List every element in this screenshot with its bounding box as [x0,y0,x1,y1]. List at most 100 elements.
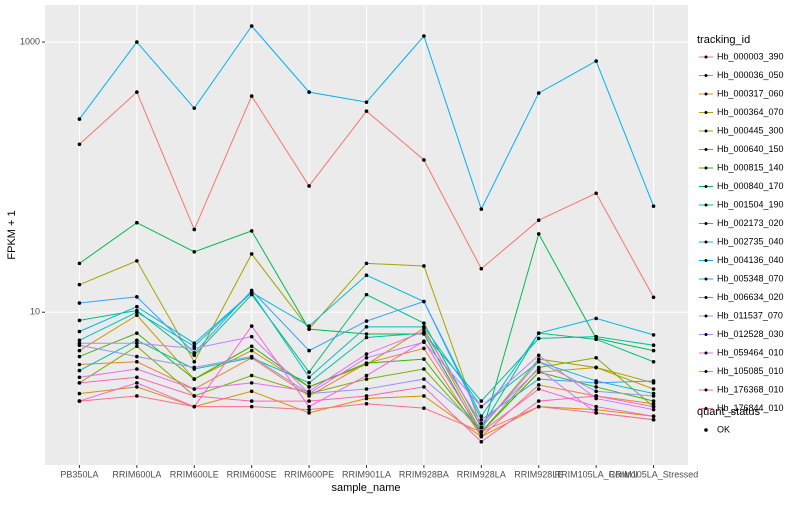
data-point [135,220,139,225]
legend-key-point [704,148,708,151]
data-point [364,373,369,378]
data-point [422,321,426,325]
data-point [135,359,139,364]
data-point [651,404,656,409]
data-point [249,399,254,403]
data-point [594,334,598,339]
data-point [651,407,656,412]
legend-label: Hb_105085_010 [717,366,784,376]
data-point [536,336,541,341]
legend-label: Hb_000317_060 [717,88,784,98]
legend-key-point [704,129,708,133]
legend-key-point [704,333,708,336]
data-point [364,109,369,113]
data-point [422,357,426,361]
data-point [135,354,139,359]
data-point [422,406,426,410]
y-tick-label: 1000 [20,36,40,46]
data-point [135,394,139,398]
legend-label: Hb_002173_020 [717,218,784,228]
data-point [536,404,541,409]
data-point [135,304,139,309]
data-point [364,273,369,277]
data-point [77,362,82,367]
legend-label: Hb_000815_140 [717,162,784,172]
data-point [192,250,197,254]
data-point [651,359,656,364]
data-point [192,106,197,110]
data-point [249,389,254,394]
data-point [249,381,254,385]
data-point [422,158,426,162]
data-point [479,207,484,211]
x-axis-title: sample_name [331,482,400,494]
legend-label: Hb_176844_010 [717,403,784,413]
data-point [192,351,197,355]
x-tick-label: RRIM600LA [112,469,161,479]
data-point [422,339,426,344]
data-point [364,292,369,297]
data-point [135,375,139,380]
data-point [135,381,139,385]
data-point [249,229,254,233]
data-point [364,394,369,398]
data-point [479,417,484,422]
data-point [307,411,311,415]
data-point [536,232,541,236]
legend-title: tracking_id [697,34,750,46]
legend-key-point [704,351,708,355]
data-point [651,295,656,300]
legend-key-point [704,296,708,299]
data-point [651,204,656,208]
data-point [77,117,82,121]
data-point [594,394,598,398]
data-point [192,387,197,391]
data-point [422,377,426,381]
data-point [364,325,369,329]
data-point [422,299,426,304]
data-point [479,430,484,434]
data-point [594,191,598,196]
legend-label: Hb_000003_390 [717,51,784,61]
legend-key-point [704,277,708,281]
data-point [192,404,197,409]
data-point [307,399,311,403]
data-point [249,288,254,293]
legend-key-point [704,259,708,262]
legend-key-point [704,55,708,59]
data-point [422,329,426,334]
data-point [536,331,541,335]
data-point [536,383,541,387]
data-point [594,385,598,389]
legend-key-point [704,111,708,114]
data-point [307,90,311,94]
data-point [364,355,369,360]
data-point [364,335,369,340]
data-point [249,24,254,28]
x-tick-label: RRIM105LA_Stressed [609,469,699,479]
data-point [422,394,426,398]
status-legend-label: OK [717,424,730,434]
data-point [135,344,139,349]
data-point [422,367,426,371]
data-point [479,399,484,403]
x-tick-label: RRIM928LA [457,469,506,479]
data-point [594,381,598,385]
data-point [77,354,82,359]
legend-key-point [704,407,708,410]
data-point [594,404,598,409]
data-point [536,387,541,391]
x-tick-label: RRIM600PE [284,469,334,479]
data-point [594,59,598,63]
data-point [135,310,139,315]
data-point [536,353,541,358]
legend-label: Hb_000840_170 [717,181,784,191]
legend-label: Hb_059464_010 [717,347,784,357]
legend-label: Hb_006634_020 [717,292,784,302]
data-point [192,365,197,370]
legend-key-point [704,314,708,318]
x-tick-label: RRIM600LE [170,469,219,479]
data-point [77,142,82,147]
legend-key-point [704,370,708,373]
